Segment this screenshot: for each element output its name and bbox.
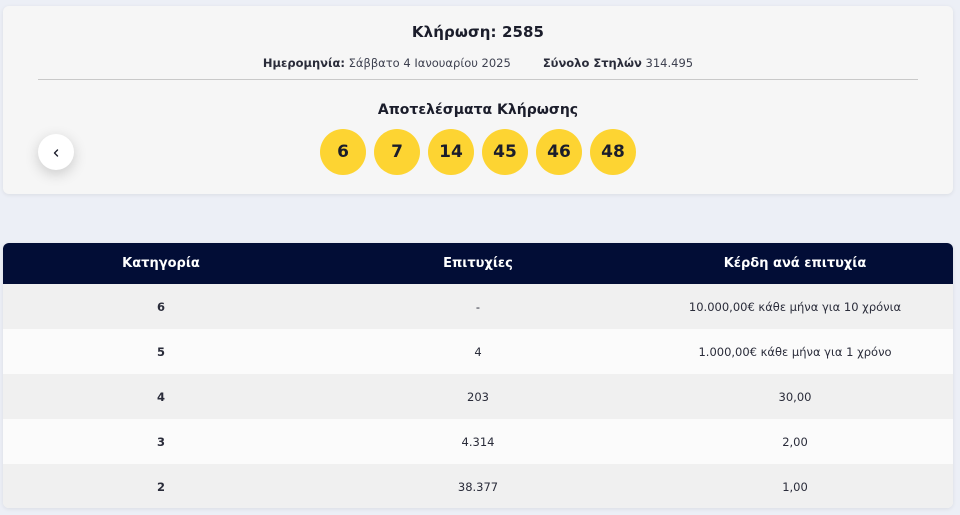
draw-columns-label: Σύνολο Στηλών — [542, 56, 642, 70]
number-ball: 14 — [428, 129, 474, 175]
prize-table: Κατηγορία Επιτυχίες Κέρδη ανά επιτυχία 6… — [3, 243, 953, 508]
cell-category: 4 — [156, 389, 165, 404]
cell-prize: 2,00 — [782, 434, 808, 449]
draw-meta: Ημερομηνία: Σάββατο 4 Ιανουαρίου 2025 Σύ… — [3, 56, 953, 70]
chevron-left-icon — [51, 143, 61, 162]
cell-prize: 10.000,00€ κάθε μήνα για 10 χρόνια — [688, 299, 902, 314]
cell-prize: 30,00 — [778, 389, 812, 404]
number-ball: 7 — [374, 129, 420, 175]
cell-winners: 4 — [474, 344, 482, 359]
draw-date: Ημερομηνία: Σάββατο 4 Ιανουαρίου 2025 — [263, 56, 511, 70]
table-row: 2 38.377 1,00 — [3, 464, 953, 508]
number-ball: 6 — [320, 129, 366, 175]
divider — [38, 79, 918, 80]
cell-prize: 1.000,00€ κάθε μήνα για 1 χρόνο — [698, 344, 892, 359]
cell-winners: 4.314 — [461, 434, 495, 449]
draw-date-value: Σάββατο 4 Ιανουαρίου 2025 — [348, 56, 511, 70]
cell-winners: 203 — [467, 389, 489, 404]
table-row: 5 4 1.000,00€ κάθε μήνα για 1 χρόνο — [3, 329, 953, 374]
cell-winners: - — [475, 299, 481, 314]
table-row: 3 4.314 2,00 — [3, 419, 953, 464]
draw-date-label: Ημερομηνία: — [262, 56, 345, 70]
cell-prize: 1,00 — [782, 479, 808, 494]
draw-columns-value: 314.495 — [645, 56, 694, 70]
results-title: Αποτελέσματα Κλήρωσης — [377, 102, 579, 118]
header-winners: Επιτυχίες — [443, 256, 513, 271]
header-category: Κατηγορία — [122, 256, 200, 271]
cell-category: 2 — [156, 479, 165, 494]
table-row: 6 - 10.000,00€ κάθε μήνα για 10 χρόνια — [3, 284, 953, 329]
table-body: 6 - 10.000,00€ κάθε μήνα για 10 χρόνια 5… — [3, 284, 953, 508]
draw-title: Κλήρωση: 2585 — [411, 23, 545, 41]
draw-card: Κλήρωση: 2585 Ημερομηνία: Σάββατο 4 Ιανο… — [3, 6, 953, 194]
table-row: 4 203 30,00 — [3, 374, 953, 419]
cell-category: 5 — [156, 344, 165, 359]
previous-draw-button[interactable] — [38, 134, 74, 170]
table-header: Κατηγορία Επιτυχίες Κέρδη ανά επιτυχία — [3, 243, 953, 284]
number-ball: 46 — [536, 129, 582, 175]
number-ball: 48 — [590, 129, 636, 175]
number-ball: 45 — [482, 129, 528, 175]
cell-category: 3 — [156, 434, 165, 449]
winning-numbers: 6 7 14 45 46 48 — [3, 129, 953, 175]
header-prize: Κέρδη ανά επιτυχία — [723, 256, 867, 271]
cell-category: 6 — [156, 299, 165, 314]
cell-winners: 38.377 — [457, 479, 499, 494]
draw-columns: Σύνολο Στηλών 314.495 — [543, 56, 693, 70]
